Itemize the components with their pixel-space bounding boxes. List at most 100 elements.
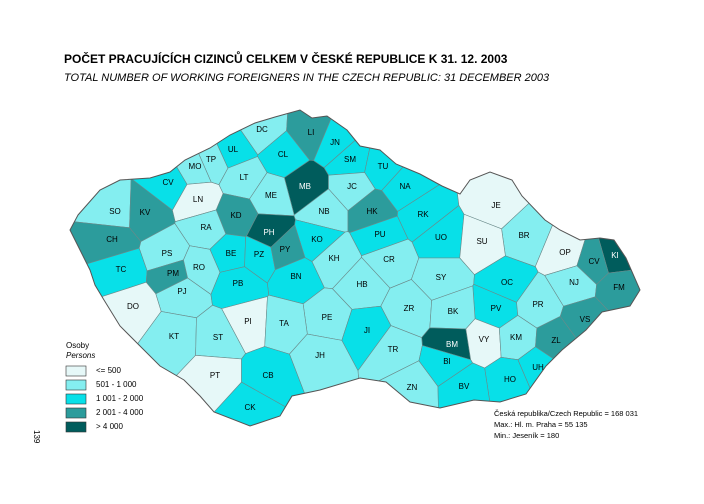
district-label: TU	[378, 162, 389, 171]
legend-label: 1 001 - 2 000	[96, 394, 144, 403]
district-label: KM	[510, 333, 522, 342]
district-label: ZN	[407, 383, 418, 392]
legend-swatch	[65, 421, 87, 433]
district-label: TP	[206, 155, 216, 164]
district-label: BK	[448, 307, 459, 316]
district-label: KV	[140, 208, 151, 217]
subtitle: TOTAL NUMBER OF WORKING FOREIGNERS IN TH…	[64, 72, 550, 84]
district	[454, 110, 616, 230]
district-label: PJ	[177, 287, 186, 296]
district-label: CR	[383, 255, 395, 264]
district-label: KO	[311, 235, 323, 244]
district-label: TC	[116, 265, 127, 274]
district-label: PU	[374, 230, 385, 239]
district-label: PV	[491, 304, 502, 313]
district-label: LI	[308, 128, 315, 137]
legend-swatch	[65, 365, 87, 377]
district-label: PE	[322, 313, 333, 322]
district-labels: DC LI JN CL UL TP MO SM TU CV LT MB JC NA SO KV LN ME NB HK…	[106, 125, 625, 412]
district-label: SO	[109, 207, 121, 216]
district-label: PI	[244, 317, 252, 326]
district-label: ST	[213, 333, 223, 342]
legend-subtitle: Persons	[66, 351, 95, 360]
stat: Česká republika/Czech Republic = 168 031	[494, 409, 638, 418]
district-label: DO	[127, 302, 139, 311]
legend-label: > 4 000	[96, 422, 123, 431]
district-label: TR	[388, 345, 399, 354]
district-label: RA	[200, 223, 212, 232]
district-label: JH	[315, 351, 325, 360]
district-label: PY	[280, 245, 291, 254]
district-label: SM	[344, 155, 356, 164]
district-label: CK	[244, 403, 256, 412]
district-label: FM	[613, 283, 625, 292]
page-number: 139	[32, 430, 41, 444]
district-label: HK	[366, 207, 378, 216]
district-label: HB	[356, 280, 367, 289]
district-label: RO	[193, 263, 205, 272]
country-outline	[69, 109, 641, 427]
district	[559, 296, 640, 426]
district-label: VS	[580, 315, 591, 324]
district-label: JC	[347, 182, 357, 191]
district-label: OC	[501, 278, 513, 287]
district-label: NJ	[569, 278, 579, 287]
district-label: KD	[230, 211, 241, 220]
district-label: LN	[193, 195, 203, 204]
legend: <= 500 501 - 1 000 1 001 - 2 000 2 001 - 4 …	[65, 365, 144, 433]
district-label: BN	[290, 272, 301, 281]
district-label: NB	[318, 207, 329, 216]
legend-swatch	[65, 407, 87, 419]
district	[591, 110, 640, 274]
district-label: OP	[559, 248, 571, 257]
district-label: BR	[518, 231, 529, 240]
district-label: PB	[233, 279, 244, 288]
district-label: SY	[436, 273, 447, 282]
district-label: PZ	[254, 250, 264, 259]
district-label: KT	[169, 332, 179, 341]
district-label: JI	[364, 326, 370, 335]
legend-label: <= 500	[96, 366, 121, 375]
district-label: DC	[256, 125, 268, 134]
district-label: BM	[446, 340, 458, 349]
district-label: VY	[479, 335, 490, 344]
district-label: PS	[162, 249, 173, 258]
district	[169, 381, 339, 426]
district-label: PR	[532, 300, 543, 309]
district-label: PT	[210, 371, 220, 380]
stat: Max.: Hl. m. Praha = 55 135	[494, 420, 588, 429]
district-label: RK	[417, 210, 429, 219]
district-label: BI	[443, 357, 451, 366]
district-label: KI	[611, 251, 619, 260]
district-label: JN	[330, 138, 340, 147]
district-label: CV	[588, 257, 600, 266]
district-label: BV	[459, 382, 470, 391]
district	[418, 345, 473, 387]
district-label: PH	[263, 228, 274, 237]
legend-swatch	[65, 393, 87, 405]
district-label: KH	[328, 254, 339, 263]
district-label: CV	[162, 178, 174, 187]
legend-label: 2 001 - 4 000	[96, 408, 144, 417]
district-label: UL	[228, 145, 239, 154]
district-label: LT	[240, 173, 249, 182]
legend-label: 501 - 1 000	[96, 380, 137, 389]
district-label: SU	[476, 237, 487, 246]
district-label: PM	[167, 269, 179, 278]
district-label: MB	[299, 182, 311, 191]
district-label: TA	[279, 319, 289, 328]
district-label: ME	[265, 191, 277, 200]
district-label: UO	[435, 233, 447, 242]
district	[594, 263, 640, 388]
title: POČET PRACUJÍCÍCH CIZINCŮ CELKEM V ČESKÉ…	[64, 50, 508, 66]
district-label: ZL	[551, 336, 561, 345]
legend-title: Osoby	[66, 341, 89, 350]
stat: Min.: Jeseník = 180	[494, 431, 559, 440]
district-label: CH	[106, 235, 118, 244]
district-label: NA	[399, 182, 411, 191]
district-label: UH	[532, 363, 544, 372]
district-label: CB	[262, 371, 273, 380]
district-label: HO	[504, 375, 516, 384]
legend-swatch	[65, 379, 87, 391]
